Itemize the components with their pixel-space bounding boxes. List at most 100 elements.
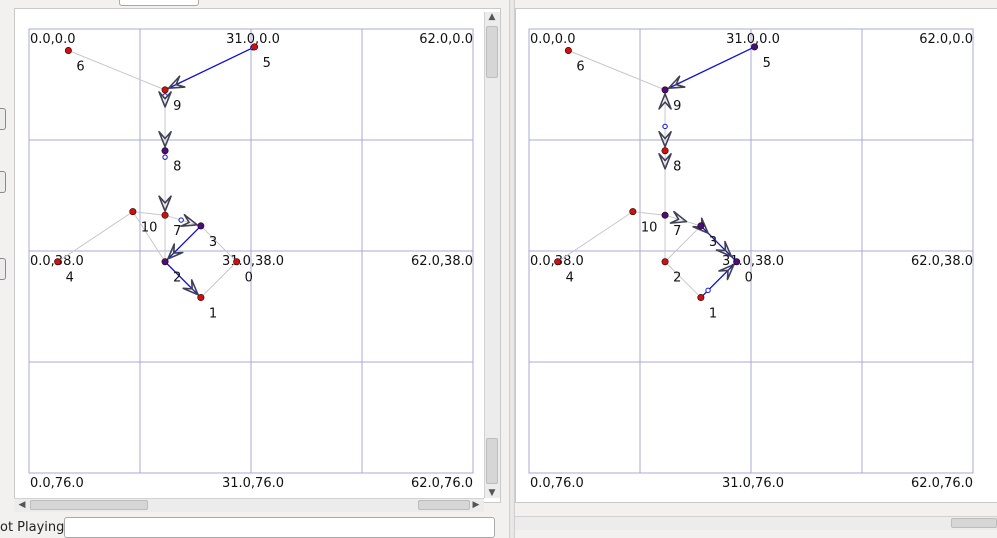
coordinate-label: 0.0,76.0 xyxy=(30,476,84,491)
arrow-head-icon xyxy=(669,210,688,224)
graph-node[interactable] xyxy=(197,222,205,230)
left-vertical-scrollbar[interactable] xyxy=(484,12,500,498)
edge xyxy=(664,225,702,263)
graph-node[interactable] xyxy=(661,147,669,155)
graph-node[interactable] xyxy=(161,86,169,94)
right-graph-canvas[interactable]: 0.0,0.031.0,0.062.0,0.00.0,38.031.0,38.0… xyxy=(515,9,997,495)
edge xyxy=(557,211,634,263)
coordinate-label: 31.0,38.0 xyxy=(722,254,784,269)
graph-node[interactable] xyxy=(251,43,259,51)
left-graph-canvas[interactable]: 0.0,0.031.0,0.062.0,0.00.0,38.031.0,38.0… xyxy=(15,9,485,495)
graph-node[interactable] xyxy=(629,208,637,216)
edge xyxy=(568,50,666,91)
left-edge-button-2[interactable] xyxy=(0,171,6,193)
coordinate-label: 62.0,38.0 xyxy=(411,254,473,269)
graph-node[interactable] xyxy=(161,147,169,155)
coordinate-label: 62.0,38.0 xyxy=(911,254,973,269)
coordinate-label: 0.0,0.0 xyxy=(530,32,575,47)
arrow-head-icon xyxy=(667,75,686,89)
arrow-head-icon xyxy=(167,243,184,260)
right-horizontal-scrollbar[interactable] xyxy=(515,516,997,530)
edge xyxy=(200,261,238,298)
edge xyxy=(200,225,238,263)
arrow-head-icon xyxy=(658,152,672,170)
scroll-right-arrow-icon[interactable]: ▶ xyxy=(472,500,480,510)
scroll-up-arrow-icon[interactable]: ▲ xyxy=(488,12,496,22)
right-graph-panel: 0.0,0.031.0,0.062.0,0.00.0,38.031.0,38.0… xyxy=(515,8,997,503)
graph-node[interactable] xyxy=(733,258,741,266)
edge xyxy=(664,214,702,227)
left-control-edge xyxy=(0,8,14,513)
arrow-head-icon xyxy=(158,91,172,108)
packet-marker xyxy=(705,287,711,294)
graph-node[interactable] xyxy=(161,258,169,266)
left-vertical-scroll-thumb[interactable] xyxy=(486,26,498,78)
coordinate-label: 62.0,0.0 xyxy=(919,32,973,47)
right-horizontal-scroll-thumb[interactable] xyxy=(951,518,997,528)
active-edge xyxy=(664,46,755,91)
node-label: 4 xyxy=(66,271,74,286)
scroll-left-arrow-icon[interactable]: ◀ xyxy=(18,500,26,510)
coordinate-label: 0.0,0.0 xyxy=(30,32,75,47)
arrow-head-icon xyxy=(658,93,672,110)
split-pane-divider[interactable] xyxy=(509,0,515,538)
graph-node[interactable] xyxy=(697,294,705,302)
edge xyxy=(132,211,166,263)
coordinate-label: 31.0,0.0 xyxy=(226,32,280,47)
graph-node[interactable] xyxy=(129,208,137,216)
left-horizontal-scroll-thumb-right[interactable] xyxy=(418,500,470,510)
graph-node[interactable] xyxy=(554,258,562,266)
node-label: 4 xyxy=(566,271,574,286)
top-toolbar-strip xyxy=(0,0,997,8)
node-label: 6 xyxy=(76,59,84,74)
coordinate-label: 31.0,76.0 xyxy=(222,476,284,491)
coordinate-label: 31.0,38.0 xyxy=(222,254,284,269)
graph-node[interactable] xyxy=(233,258,241,266)
coordinate-label: 62.0,0.0 xyxy=(419,32,473,47)
graph-node[interactable] xyxy=(64,46,72,54)
graph-node[interactable] xyxy=(697,222,705,230)
left-edge-button-3[interactable] xyxy=(0,258,6,280)
graph-node[interactable] xyxy=(564,46,572,54)
arrow-head-icon xyxy=(158,195,172,212)
node-label: 5 xyxy=(263,56,271,71)
playback-status-label: ot Playing xyxy=(0,520,65,535)
node-label: 6 xyxy=(576,59,584,74)
status-text-field[interactable] xyxy=(64,517,495,538)
graph-node[interactable] xyxy=(197,294,205,302)
coordinate-label: 0.0,76.0 xyxy=(530,476,584,491)
graph-node[interactable] xyxy=(161,211,169,219)
node-label: 9 xyxy=(173,99,181,114)
left-horizontal-scroll-thumb[interactable] xyxy=(30,500,148,510)
top-input-field[interactable] xyxy=(119,0,199,6)
node-label: 5 xyxy=(763,56,771,71)
coordinate-label: 31.0,0.0 xyxy=(726,32,780,47)
node-label: 1 xyxy=(709,307,717,322)
arrow-head-icon xyxy=(715,240,733,258)
arrow-head-icon xyxy=(182,279,199,296)
edge xyxy=(632,211,666,216)
active-edge xyxy=(164,46,255,91)
graph-node[interactable] xyxy=(751,43,759,51)
right-bottom-bar xyxy=(515,512,997,538)
node-label: 10 xyxy=(641,221,658,236)
left-edge-button-1[interactable] xyxy=(0,108,6,130)
node-label: 9 xyxy=(673,99,681,114)
arrow-head-icon xyxy=(158,130,172,148)
edge xyxy=(664,261,702,298)
packet-marker xyxy=(662,123,668,130)
node-label: 8 xyxy=(173,160,181,175)
node-label: 1 xyxy=(209,307,217,322)
graph-node[interactable] xyxy=(661,86,669,94)
left-vertical-scroll-thumb-lower[interactable] xyxy=(486,438,498,484)
scroll-down-arrow-icon[interactable]: ▼ xyxy=(488,488,496,498)
node-label: 7 xyxy=(173,224,181,239)
graph-node[interactable] xyxy=(661,258,669,266)
node-label: 0 xyxy=(745,271,753,286)
graph-node[interactable] xyxy=(54,258,62,266)
node-label: 3 xyxy=(209,235,217,250)
node-label: 2 xyxy=(673,271,681,286)
graph-node[interactable] xyxy=(661,211,669,219)
arrow-head-icon xyxy=(167,75,186,89)
packet-marker xyxy=(162,154,168,160)
